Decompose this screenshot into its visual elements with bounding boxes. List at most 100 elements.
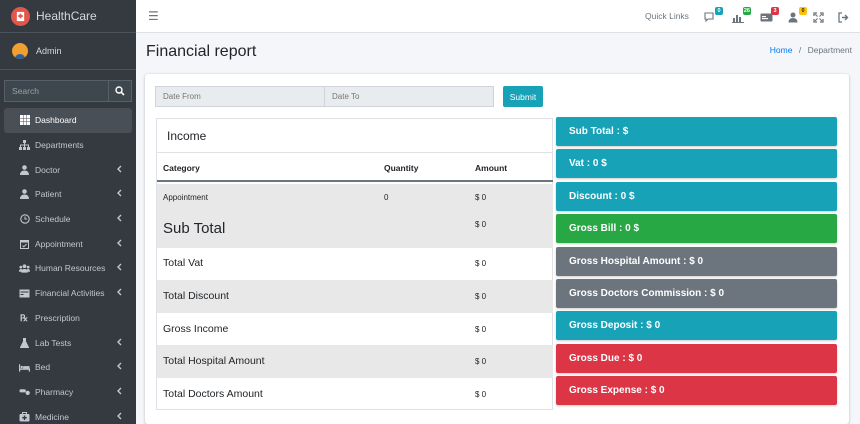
row-label: Total Discount [163, 290, 229, 302]
row-label: Total Doctors Amount [163, 388, 263, 400]
row-label: Total Hospital Amount [163, 355, 265, 367]
expand-icon [813, 12, 824, 23]
row-quantity: 0 [384, 193, 389, 202]
column-category: Category [163, 163, 200, 173]
flask-icon [19, 337, 30, 348]
row-category: Appointment [163, 193, 208, 202]
chevron-left-icon [117, 288, 122, 298]
table-row-appointment: Appointment 0 $ 0 [157, 184, 553, 211]
submit-button[interactable]: Submit [503, 86, 543, 107]
sidebar: HealthCare Admin Dashboard Departments Doc… [0, 0, 136, 424]
logout-button[interactable] [838, 10, 852, 23]
sidebar-item-label: Doctor [35, 164, 61, 175]
medkit-icon [19, 411, 30, 422]
summary-box-gross-doctors-commission: Gross Doctors Commission : $ 0 [556, 278, 837, 308]
row-amount: $ 0 [475, 325, 487, 334]
row-amount: $ 0 [475, 193, 487, 202]
table-row-total-discount: Total Discount $ 0 [157, 280, 553, 313]
income-title: Income [157, 119, 552, 153]
sidebar-item-label: Prescription [35, 312, 80, 323]
sidebar-menu: Dashboard Departments Doctor Patient Schedul… [0, 108, 136, 424]
search-icon [115, 86, 125, 96]
sidebar-item-financial-activities[interactable]: Financial Activities [4, 281, 132, 306]
row-amount: $ 0 [475, 357, 487, 366]
breadcrumb-home[interactable]: Home [769, 45, 793, 55]
row-amount: $ 0 [475, 259, 487, 268]
sidebar-search [4, 80, 132, 102]
menu-toggle-icon[interactable]: ☰ [148, 9, 159, 23]
breadcrumb: Home / Department [770, 45, 852, 55]
sidebar-item-lab-tests[interactable]: Lab Tests [4, 330, 132, 355]
reports-button[interactable]: 26 [732, 7, 751, 23]
avatar [12, 43, 28, 59]
clock-icon [19, 214, 30, 225]
chevron-left-icon [117, 338, 122, 348]
money-icon [19, 288, 30, 299]
sidebar-item-prescription[interactable]: ℞ Prescription [4, 306, 132, 331]
sidebar-item-medicine[interactable]: Medicine [4, 404, 132, 424]
sidebar-item-pharmacy[interactable]: Pharmacy [4, 380, 132, 405]
chart-icon [732, 15, 744, 23]
date-to-input[interactable] [324, 86, 494, 107]
summary-box-gross-bill: Gross Bill : 0 $ [556, 214, 837, 244]
brand-link[interactable]: HealthCare [0, 0, 136, 33]
sidebar-item-label: Financial Activities [35, 288, 105, 299]
hospital-logo-icon [11, 6, 30, 26]
summary-box-sub-total: Sub Total : $ [556, 117, 837, 146]
page-title: Financial report [146, 43, 257, 60]
user-panel[interactable]: Admin [0, 33, 136, 70]
row-amount: $ 0 [475, 292, 487, 301]
quick-links[interactable]: Quick Links [645, 11, 689, 21]
svg-text:℞: ℞ [20, 313, 28, 323]
user-icon [19, 189, 30, 200]
fullscreen-button[interactable] [813, 10, 827, 23]
row-amount: $ 0 [475, 390, 487, 399]
bed-icon [19, 362, 30, 373]
users-badge: 0 [799, 7, 807, 15]
breadcrumb-separator: / [798, 45, 802, 55]
summary-box-gross-expense: Gross Expense : $ 0 [556, 376, 837, 406]
breadcrumb-current: Department [807, 45, 852, 55]
messages-button[interactable]: 0 [704, 7, 723, 23]
search-button[interactable] [108, 80, 132, 102]
sidebar-item-dashboard[interactable]: Dashboard [4, 108, 132, 133]
date-from-input[interactable] [155, 86, 324, 107]
table-header: Category Quantity Amount [157, 153, 553, 182]
sign-out-icon [838, 12, 849, 23]
sidebar-item-label: Human Resources [35, 263, 106, 274]
sidebar-item-patient[interactable]: Patient [4, 182, 132, 207]
cards-button[interactable]: 3 [760, 7, 779, 22]
brand-name: HealthCare [36, 9, 97, 23]
user-name: Admin [36, 46, 62, 56]
id-card-icon [760, 13, 773, 22]
sidebar-item-human-resources[interactable]: Human Resources [4, 256, 132, 281]
sidebar-item-label: Schedule [35, 214, 71, 225]
sidebar-item-appointment[interactable]: Appointment [4, 231, 132, 256]
chevron-left-icon [117, 362, 122, 372]
table-row-total-vat: Total Vat $ 0 [157, 248, 553, 280]
report-card: Submit Income Category Quantity Amount A… [145, 74, 849, 424]
table-row-sub-total: Sub Total $ 0 [157, 211, 553, 248]
sidebar-item-bed[interactable]: Bed [4, 355, 132, 380]
pills-icon [19, 386, 30, 397]
sidebar-item-schedule[interactable]: Schedule [4, 207, 132, 232]
messages-badge: 0 [715, 7, 723, 15]
calendar-check-icon [19, 238, 30, 249]
sidebar-item-doctor[interactable]: Doctor [4, 157, 132, 182]
users-button[interactable]: 0 [788, 7, 807, 23]
user-md-icon [19, 164, 30, 175]
summary-box-gross-hospital-amount: Gross Hospital Amount : $ 0 [556, 246, 837, 276]
income-table: Income Category Quantity Amount Appointm… [156, 118, 553, 410]
sidebar-item-label: Departments [35, 140, 84, 151]
users-icon [19, 263, 30, 274]
table-row-gross-income: Gross Income $ 0 [157, 313, 553, 345]
sidebar-item-departments[interactable]: Departments [4, 133, 132, 158]
sidebar-item-label: Pharmacy [35, 386, 74, 397]
summary-box-gross-due: Gross Due : $ 0 [556, 343, 837, 373]
row-label: Gross Income [163, 323, 229, 335]
sidebar-item-label: Patient [35, 189, 62, 200]
sidebar-item-label: Dashboard [35, 115, 77, 126]
summary-boxes: Sub Total : $ Vat : 0 $ Discount : 0 $ Gros… [556, 117, 837, 409]
search-input[interactable] [4, 80, 108, 102]
column-amount: Amount [475, 163, 508, 173]
